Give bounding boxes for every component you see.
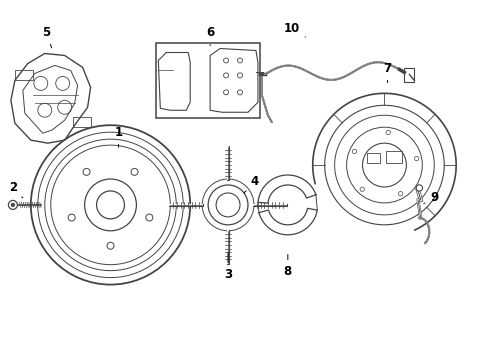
Text: 9: 9 xyxy=(423,192,438,204)
Text: 8: 8 xyxy=(283,255,291,278)
Text: 6: 6 xyxy=(205,26,214,46)
Text: 2: 2 xyxy=(9,181,23,198)
Bar xyxy=(404,68,413,82)
Text: 10: 10 xyxy=(283,22,305,37)
Bar xyxy=(156,42,260,118)
Circle shape xyxy=(415,185,422,191)
Circle shape xyxy=(11,203,15,207)
Bar xyxy=(15,71,33,80)
Text: 7: 7 xyxy=(383,62,391,82)
Bar xyxy=(366,153,380,163)
Text: 5: 5 xyxy=(41,26,52,48)
Text: 3: 3 xyxy=(224,252,232,281)
Text: 1: 1 xyxy=(114,126,122,147)
Text: 4: 4 xyxy=(244,175,259,193)
Bar xyxy=(386,151,402,163)
Bar xyxy=(73,117,90,127)
